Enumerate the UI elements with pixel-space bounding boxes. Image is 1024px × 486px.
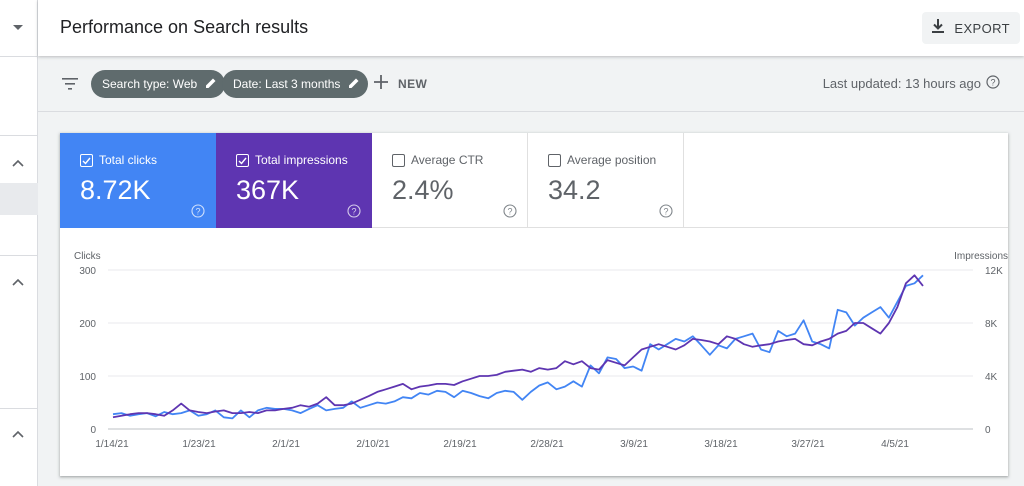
metric-total-clicks[interactable]: Total clicks 8.72K ? [60,133,216,228]
x-tick-label: 2/28/21 [530,439,564,450]
sidebar [0,0,38,486]
y-tick-label-right: 12K [985,266,1003,277]
pencil-icon [348,77,360,92]
x-tick-label: 1/14/21 [95,439,129,450]
x-tick-label: 3/18/21 [704,439,738,450]
new-label: NEW [398,77,428,91]
checkbox-checked-icon[interactable] [80,154,93,167]
x-tick-label: 3/9/21 [620,439,648,450]
right-axis-title: Impressions [954,251,1008,262]
help-icon[interactable]: ? [347,204,361,218]
left-axis-title: Clicks [74,251,101,262]
metric-label: Total impressions [255,153,348,167]
svg-text:?: ? [195,207,200,217]
metric-value: 34.2 [548,175,601,205]
checkbox-unchecked-icon[interactable] [392,154,405,167]
sidebar-divider [0,255,38,256]
y-tick-label-right: 0 [985,425,991,436]
metric-label: Average position [567,153,657,167]
caret-down-icon[interactable] [8,18,28,38]
y-tick-label-left: 200 [79,319,96,330]
x-axis: 1/14/21 1/23/21 2/1/21 2/10/21 2/19/21 2/28/2… [95,439,909,450]
metric-label: Average CTR [411,153,484,167]
help-icon[interactable]: ? [659,204,673,218]
metric-strip-spacer [684,133,1008,228]
page-header: Performance on Search results EXPORT [38,0,1024,56]
y-tick-label-left: 0 [90,425,96,436]
export-label: EXPORT [954,20,1010,36]
help-icon[interactable]: ? [503,204,517,218]
chevron-up-icon[interactable] [8,424,28,444]
y-tick-label-right: 8K [985,319,998,330]
metric-value: 8.72K [80,175,151,205]
svg-text:?: ? [990,78,995,88]
chip-label: Search type: Web [102,77,198,91]
x-tick-label: 2/19/21 [443,439,477,450]
page-title: Performance on Search results [60,17,309,37]
filter-icon[interactable] [58,72,82,96]
chart-series [112,274,924,420]
export-button[interactable]: EXPORT [922,12,1020,44]
series-line-impressions [112,274,924,419]
last-updated: Last updated: 13 hours ago ? [823,75,1000,92]
sidebar-divider [0,408,38,409]
new-filter-button[interactable]: NEW [374,72,427,96]
metric-value: 2.4% [392,175,454,205]
y-tick-label-left: 300 [79,266,96,277]
metric-average-position[interactable]: Average position 34.2 ? [528,133,684,228]
svg-text:?: ? [507,207,512,217]
y-tick-label-left: 100 [79,372,96,383]
help-icon[interactable]: ? [191,204,205,218]
performance-card: Total clicks 8.72K ? Total impressions 3… [60,133,1008,476]
download-icon [930,18,946,39]
metric-average-ctr[interactable]: Average CTR 2.4% ? [372,133,528,228]
plus-icon [374,74,388,94]
sidebar-divider [0,135,38,136]
help-icon[interactable]: ? [986,75,1000,92]
x-tick-label: 3/27/21 [791,439,825,450]
metric-value: 367K [236,175,300,205]
checkbox-checked-icon[interactable] [236,154,249,167]
y-axis-right: 0 4K 8K 12K [985,266,1003,436]
sidebar-item-selected[interactable] [0,183,38,215]
performance-chart: 0 100 200 300 0 4K 8K 12K 1/14/21 1/23/21 2/1/21… [74,251,1008,450]
pencil-icon [205,77,217,92]
metric-total-impressions[interactable]: Total impressions 367K ? [216,133,372,228]
chart-grid [108,269,973,430]
checkbox-unchecked-icon[interactable] [548,154,561,167]
svg-text:?: ? [663,207,668,217]
last-updated-text: Last updated: 13 hours ago [822,76,981,91]
x-tick-label: 2/1/21 [272,439,300,450]
x-tick-label: 1/23/21 [182,439,216,450]
search-type-chip[interactable]: Search type: Web [91,70,226,98]
filter-bar: Search type: Web Date: Last 3 months NEW… [38,56,1024,112]
y-axis-left: 0 100 200 300 [79,266,96,436]
chevron-up-icon[interactable] [8,272,28,292]
y-tick-label-right: 4K [985,372,998,383]
metric-label: Total clicks [99,153,158,167]
sidebar-divider [0,56,38,57]
chevron-up-icon[interactable] [8,153,28,173]
x-tick-label: 4/5/21 [881,439,909,450]
x-tick-label: 2/10/21 [356,439,390,450]
svg-text:?: ? [351,207,356,217]
series-line-clicks [112,274,924,420]
chip-label: Date: Last 3 months [233,77,341,91]
date-chip[interactable]: Date: Last 3 months [222,70,369,98]
